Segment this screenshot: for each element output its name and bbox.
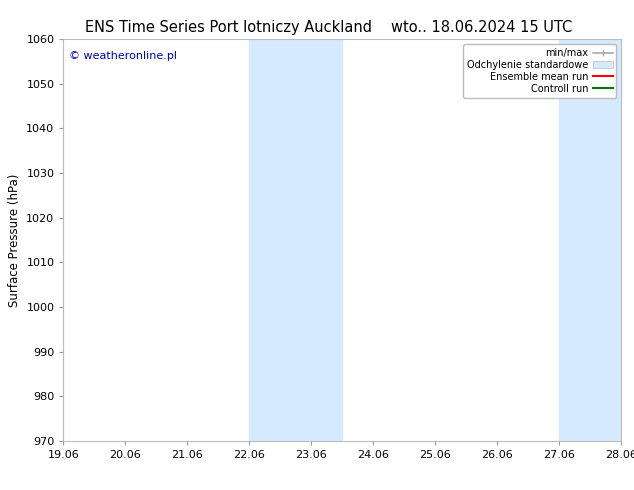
Y-axis label: Surface Pressure (hPa): Surface Pressure (hPa) <box>8 173 21 307</box>
Text: © weatheronline.pl: © weatheronline.pl <box>69 51 177 61</box>
Legend: min/max, Odchylenie standardowe, Ensemble mean run, Controll run: min/max, Odchylenie standardowe, Ensembl… <box>463 44 616 98</box>
Text: wto.. 18.06.2024 15 UTC: wto.. 18.06.2024 15 UTC <box>391 20 573 35</box>
Text: ENS Time Series Port lotniczy Auckland: ENS Time Series Port lotniczy Auckland <box>85 20 372 35</box>
Bar <box>559 39 621 441</box>
Bar <box>249 39 342 441</box>
